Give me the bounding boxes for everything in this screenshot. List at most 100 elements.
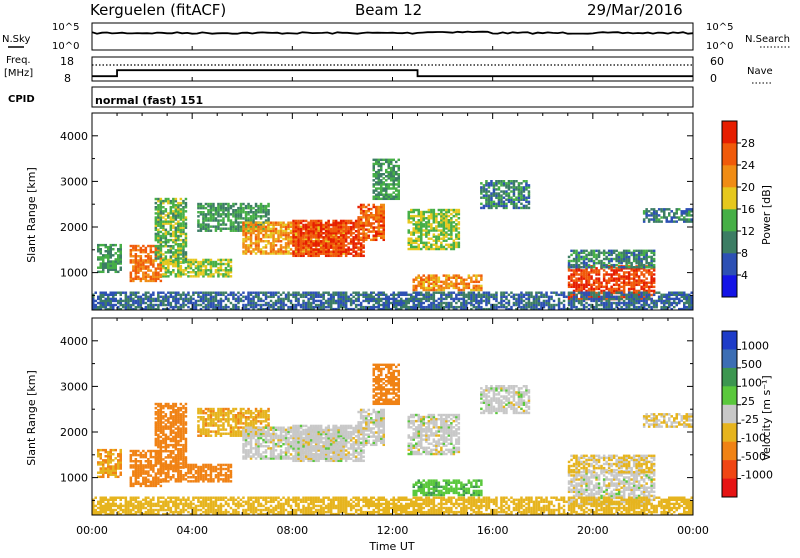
power-cell [180, 235, 183, 237]
power-cell [655, 212, 658, 214]
power-cell [558, 298, 561, 300]
power-cell [222, 219, 225, 221]
power-cell [282, 250, 285, 252]
power-cell [445, 225, 448, 227]
power-cell [162, 245, 165, 247]
power-cell [610, 250, 613, 252]
power-cell [385, 185, 388, 187]
power-cell [418, 244, 421, 246]
power-cell [410, 221, 413, 223]
power-cell [615, 288, 618, 290]
power-cell [620, 277, 623, 279]
power-cell [140, 249, 143, 251]
power-cell [112, 306, 115, 308]
power-cell [132, 302, 135, 304]
power-cell [340, 255, 343, 257]
power-cell [315, 304, 318, 306]
power-cell [595, 282, 598, 284]
power-cell [292, 230, 295, 232]
power-cell [170, 233, 173, 235]
power-cell [310, 242, 313, 244]
power-cell [250, 242, 253, 244]
power-cell [630, 288, 633, 290]
power-cell [588, 264, 591, 266]
power-cell [152, 245, 155, 247]
power-cell [513, 180, 516, 182]
power-cell [307, 306, 310, 308]
power-cell [182, 261, 185, 263]
power-cell [488, 194, 491, 196]
power-cell [425, 287, 428, 289]
power-cell [655, 210, 658, 212]
power-cell [375, 171, 378, 173]
power-cell [440, 281, 443, 283]
power-cell [127, 296, 130, 298]
power-cell [207, 217, 210, 219]
power-cell [330, 246, 333, 248]
power-cell [302, 242, 305, 244]
power-cell [262, 230, 265, 232]
power-cell [190, 265, 193, 267]
power-cell [458, 292, 461, 294]
power-cell [175, 198, 178, 200]
power-cell [172, 265, 175, 267]
power-cell [443, 298, 446, 300]
power-cell [380, 179, 383, 181]
power-cell [495, 188, 498, 190]
power-cell [448, 302, 451, 304]
power-cell [325, 292, 328, 294]
power-cell [640, 271, 643, 273]
power-cell [383, 306, 386, 308]
power-cell [613, 277, 616, 279]
power-cell [330, 230, 333, 232]
power-cell [395, 171, 398, 173]
power-cell [272, 292, 275, 294]
power-cell [320, 300, 323, 302]
power-cell [608, 266, 611, 268]
power-cell [398, 169, 401, 171]
freq-tick-bottom: 8 [64, 72, 71, 85]
power-cell [513, 298, 516, 300]
power-cell [603, 266, 606, 268]
power-cell [230, 223, 233, 225]
power-cell [297, 294, 300, 296]
power-cell [453, 285, 456, 287]
power-cell [147, 304, 150, 306]
power-cell [135, 294, 138, 296]
power-cell [332, 298, 335, 300]
power-cell [445, 213, 448, 215]
power-cell [345, 306, 348, 308]
power-cell [440, 294, 443, 296]
power-cell [107, 252, 110, 254]
power-cell [440, 285, 443, 287]
power-cell [423, 229, 426, 231]
power-cell [568, 284, 571, 286]
power-cell [215, 228, 218, 230]
power-cell [200, 223, 203, 225]
power-cell [438, 302, 441, 304]
power-cell [645, 212, 648, 214]
power-cell [613, 266, 616, 268]
power-cell [503, 304, 506, 306]
power-cell [430, 238, 433, 240]
power-cell [130, 304, 133, 306]
power-cell [593, 282, 596, 284]
power-cell [337, 306, 340, 308]
power-cell [588, 266, 591, 268]
power-cell [182, 206, 185, 208]
power-cell [162, 292, 165, 294]
power-cell [160, 292, 163, 294]
power-cell [650, 273, 653, 275]
power-cell [638, 284, 641, 286]
power-cell [365, 206, 368, 208]
power-cell [270, 242, 273, 244]
power-cell [368, 208, 371, 210]
power-cell [257, 215, 260, 217]
power-cell [373, 204, 376, 206]
power-cell [135, 257, 138, 259]
power-cell [302, 294, 305, 296]
power-cell [460, 277, 463, 279]
power-cell [628, 282, 631, 284]
power-cell [448, 285, 451, 287]
power-cell [227, 269, 230, 271]
